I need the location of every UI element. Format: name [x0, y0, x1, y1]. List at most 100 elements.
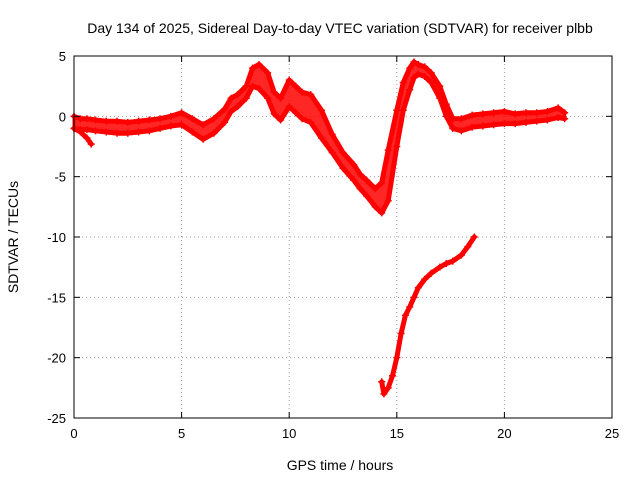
data-point-marker: [350, 176, 358, 184]
data-point-marker: [307, 118, 315, 126]
data-point-marker: [76, 115, 84, 123]
x-tick-label: 20: [497, 426, 511, 441]
data-point-marker: [397, 330, 405, 338]
data-point-marker: [242, 94, 250, 102]
data-point-marker: [371, 203, 379, 211]
data-point-marker: [188, 115, 196, 123]
y-tick-label: 0: [59, 109, 66, 124]
y-tick-label: -10: [47, 230, 66, 245]
data-point-marker: [442, 112, 450, 120]
data-point-marker: [522, 118, 530, 126]
data-point-marker: [371, 185, 379, 193]
data-point-marker: [156, 115, 164, 123]
data-point-marker: [421, 275, 429, 283]
data-point-marker: [490, 121, 498, 129]
data-point-marker: [533, 117, 541, 125]
data-point-marker: [339, 164, 347, 172]
data-point-marker: [242, 82, 250, 90]
data-point-marker: [399, 79, 407, 87]
data-point-marker: [113, 117, 121, 125]
data-point-marker: [522, 109, 530, 117]
data-point-marker: [92, 127, 100, 135]
data-point-marker: [511, 120, 519, 128]
data-point-marker: [145, 127, 153, 135]
data-point-marker: [554, 104, 562, 112]
data-point-marker: [457, 115, 465, 123]
data-point-marker: [421, 63, 429, 71]
data-point-marker: [533, 109, 541, 117]
data-point-marker: [436, 94, 444, 102]
data-point-marker: [500, 108, 508, 116]
data-point-marker: [270, 110, 278, 118]
y-tick-label: 5: [59, 49, 66, 64]
data-point-marker: [363, 176, 371, 184]
data-point-marker: [414, 70, 422, 78]
series-line-main-band-upper: [71, 59, 568, 192]
data-point-marker: [199, 135, 207, 143]
data-point-marker: [490, 109, 498, 117]
data-point-marker: [227, 108, 235, 116]
x-tick-label: 0: [70, 426, 77, 441]
data-point-marker: [561, 115, 569, 123]
data-point-marker: [427, 269, 435, 277]
data-point-marker: [436, 82, 444, 90]
data-point-marker: [221, 118, 229, 126]
data-point-marker: [410, 58, 418, 66]
series-line-early-dip-segment: [71, 125, 94, 147]
data-point-marker: [378, 378, 386, 386]
data-point-marker: [227, 94, 235, 102]
data-point-marker: [124, 118, 132, 126]
data-point-marker: [479, 110, 487, 118]
data-point-marker: [102, 128, 110, 136]
data-point-marker: [167, 112, 175, 120]
data-point-marker: [135, 117, 143, 125]
data-point-marker: [339, 149, 347, 157]
data-point-marker: [378, 209, 386, 217]
data-point-marker: [470, 233, 478, 241]
data-point-marker: [255, 85, 263, 93]
data-point-marker: [406, 303, 414, 311]
data-point-marker: [393, 143, 401, 150]
data-point-marker: [421, 73, 429, 81]
data-point-marker: [76, 128, 84, 136]
data-point-marker: [264, 94, 272, 102]
data-point-marker: [285, 76, 293, 84]
data-point-marker: [468, 123, 476, 131]
data-point-marker: [199, 121, 207, 129]
data-point-marker: [317, 106, 325, 114]
data-point-marker: [388, 372, 396, 380]
data-point-marker: [449, 124, 457, 132]
data-point-marker: [363, 192, 371, 200]
data-point-marker: [468, 111, 476, 119]
data-point-marker: [561, 109, 569, 117]
y-axis-label: SDTVAR / TECUs: [5, 181, 21, 293]
data-point-marker: [87, 140, 95, 148]
data-series-group: [70, 58, 569, 398]
data-point-marker: [178, 121, 186, 129]
x-tick-label: 25: [605, 426, 619, 441]
data-point-marker: [234, 91, 242, 99]
data-point-marker: [328, 130, 336, 138]
data-point-marker: [255, 60, 263, 68]
data-point-marker: [442, 260, 450, 268]
data-point-marker: [83, 115, 91, 123]
data-point-marker: [307, 91, 315, 99]
data-point-marker: [378, 179, 386, 187]
data-point-marker: [384, 146, 392, 154]
series-line-main-band-lower: [71, 71, 568, 216]
data-point-marker: [221, 105, 229, 113]
data-point-marker: [135, 128, 143, 136]
data-point-marker: [414, 60, 422, 68]
axis-ticks: 0 5 10 15 20 25 -25 -20 -15 -10 -5 0 5: [47, 49, 619, 441]
series-line-recovery-segment: [379, 234, 477, 397]
y-tick-label: -5: [54, 170, 66, 185]
y-tick-label: -25: [47, 411, 66, 426]
x-tick-label: 15: [390, 426, 404, 441]
data-point-marker: [384, 197, 392, 205]
data-point-marker: [249, 82, 257, 90]
y-tick-label: -15: [47, 290, 66, 305]
data-point-marker: [401, 311, 409, 319]
data-point-marker: [410, 293, 418, 301]
data-point-marker: [124, 129, 132, 137]
